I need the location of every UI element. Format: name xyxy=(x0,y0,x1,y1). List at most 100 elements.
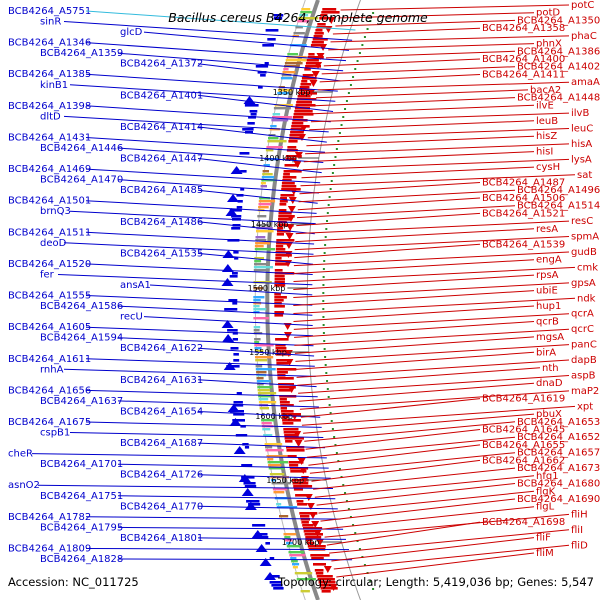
reverse-strand-gene[interactable] xyxy=(298,92,317,95)
cog-feature[interactable] xyxy=(256,380,271,383)
forward-strand-gene[interactable] xyxy=(246,500,260,503)
reverse-strand-gene[interactable] xyxy=(280,410,294,413)
cog-feature[interactable] xyxy=(261,422,272,425)
forward-strand-gene[interactable] xyxy=(269,581,282,584)
left-gene-label[interactable]: BCB4264_A1485 xyxy=(120,185,203,196)
left-gene-label[interactable]: BCB4264_A1501 xyxy=(8,196,91,207)
reverse-strand-gene[interactable] xyxy=(295,104,316,107)
cog-feature[interactable] xyxy=(284,65,300,68)
right-gene-label[interactable]: phaC xyxy=(571,31,597,42)
reverse-strand-gene[interactable] xyxy=(280,404,294,407)
reverse-strand-gene[interactable] xyxy=(277,227,284,230)
reverse-strand-gene[interactable] xyxy=(290,470,307,473)
reverse-strand-gene[interactable] xyxy=(290,128,303,131)
cog-feature[interactable] xyxy=(284,536,291,539)
right-gene-label[interactable]: BCB4264_A1653 xyxy=(517,417,600,428)
right-gene-label[interactable]: BCB4264_A1673 xyxy=(517,463,600,474)
cog-feature[interactable] xyxy=(289,44,307,47)
forward-strand-gene[interactable] xyxy=(233,404,244,407)
left-gene-label[interactable]: BCB4264_A1675 xyxy=(8,417,91,428)
reverse-strand-gene[interactable] xyxy=(275,338,289,341)
right-gene-label[interactable]: BCB4264_A1350 xyxy=(517,15,600,26)
reverse-strand-gene[interactable] xyxy=(320,14,328,17)
cog-feature[interactable] xyxy=(257,386,273,389)
left-gene-label[interactable]: cspB1 xyxy=(40,428,70,439)
left-gene-label[interactable]: deoD xyxy=(40,238,67,249)
forward-strand-gene[interactable] xyxy=(240,425,246,428)
reverse-strand-gene[interactable] xyxy=(282,422,294,425)
reverse-strand-gene[interactable] xyxy=(301,521,309,524)
right-gene-label[interactable]: aspB xyxy=(571,371,596,382)
reverse-strand-gene[interactable] xyxy=(306,59,319,62)
cog-feature[interactable] xyxy=(255,239,267,242)
reverse-strand-gene[interactable] xyxy=(278,215,295,218)
left-gene-label[interactable]: BCB4264_A1359 xyxy=(40,48,123,59)
forward-strand-gene[interactable] xyxy=(248,116,256,119)
cog-feature[interactable] xyxy=(258,200,276,203)
right-gene-label[interactable]: qcrA xyxy=(571,309,594,320)
reverse-strand-gene[interactable] xyxy=(293,113,314,116)
forward-strand-gene[interactable] xyxy=(227,329,238,332)
reverse-strand-gene[interactable] xyxy=(291,122,304,125)
cog-feature[interactable] xyxy=(254,338,261,341)
forward-strand-gene[interactable] xyxy=(257,71,267,74)
reverse-strand-gene[interactable] xyxy=(303,530,315,533)
reverse-strand-gene[interactable] xyxy=(281,185,297,188)
reverse-strand-gene[interactable] xyxy=(301,80,308,83)
cog-feature[interactable] xyxy=(254,248,275,251)
right-gene-label[interactable]: BCB4264_A1487 xyxy=(482,178,565,189)
left-gene-label[interactable]: fer xyxy=(40,270,55,281)
left-gene-label[interactable]: BCB4264_A1654 xyxy=(120,407,203,418)
right-gene-label[interactable]: birA xyxy=(536,347,556,358)
right-gene-label[interactable]: ilvE xyxy=(536,100,554,111)
left-gene-label[interactable]: BCB4264_A1586 xyxy=(40,301,123,312)
reverse-strand-gene[interactable] xyxy=(274,281,285,284)
cog-feature[interactable] xyxy=(272,113,281,116)
right-gene-label[interactable]: hfq1 xyxy=(536,471,559,482)
reverse-strand-gene[interactable] xyxy=(321,11,340,14)
cog-feature[interactable] xyxy=(257,215,267,218)
left-gene-label[interactable]: BCB4264_A1414 xyxy=(120,122,203,133)
reverse-strand-gene[interactable] xyxy=(276,233,284,236)
reverse-strand-gene[interactable] xyxy=(314,569,324,572)
cog-feature[interactable] xyxy=(253,266,273,269)
right-gene-label[interactable]: ndk xyxy=(577,293,596,304)
reverse-strand-gene[interactable] xyxy=(288,461,304,464)
reverse-strand-gene[interactable] xyxy=(278,218,291,221)
right-gene-label[interactable]: amaA xyxy=(571,77,600,88)
cog-feature[interactable] xyxy=(301,8,311,11)
reverse-strand-gene[interactable] xyxy=(301,77,317,80)
right-gene-label[interactable]: BCB4264_A1657 xyxy=(517,448,600,459)
reverse-strand-gene[interactable] xyxy=(274,284,286,287)
right-gene-label[interactable]: fliF xyxy=(536,533,551,544)
cog-feature[interactable] xyxy=(270,125,277,128)
forward-strand-gene[interactable] xyxy=(236,194,244,197)
forward-strand-gene[interactable] xyxy=(241,476,255,479)
left-gene-label[interactable]: BCB4264_A1372 xyxy=(120,59,203,70)
forward-strand-gene[interactable] xyxy=(234,257,239,260)
reverse-strand-gene[interactable] xyxy=(287,455,297,458)
reverse-strand-gene[interactable] xyxy=(274,299,284,302)
right-gene-label[interactable]: dnaD xyxy=(536,378,563,389)
cog-feature[interactable] xyxy=(254,350,264,353)
right-gene-label[interactable]: panC xyxy=(571,340,597,351)
reverse-strand-gene[interactable] xyxy=(300,518,310,521)
right-gene-label[interactable]: BCB4264_A1448 xyxy=(517,93,600,104)
right-gene-label[interactable]: potC xyxy=(571,0,594,11)
cog-feature[interactable] xyxy=(259,407,269,410)
reverse-strand-gene[interactable] xyxy=(305,62,319,65)
reverse-strand-gene[interactable] xyxy=(320,587,338,590)
cog-feature[interactable] xyxy=(267,140,287,143)
cog-feature[interactable] xyxy=(297,20,309,23)
reverse-strand-gene[interactable] xyxy=(275,254,292,257)
left-gene-label[interactable]: BCB4264_A1535 xyxy=(120,248,203,259)
cog-feature[interactable] xyxy=(261,176,275,179)
cog-feature[interactable] xyxy=(262,170,269,173)
reverse-strand-gene[interactable] xyxy=(279,203,287,206)
forward-strand-gene[interactable] xyxy=(265,542,270,545)
cog-feature[interactable] xyxy=(254,257,264,260)
right-gene-label[interactable]: qcrC xyxy=(571,324,594,335)
reverse-strand-gene[interactable] xyxy=(296,101,312,104)
reverse-strand-gene[interactable] xyxy=(311,557,324,560)
left-gene-label[interactable]: BCB4264_A1398 xyxy=(8,101,91,112)
